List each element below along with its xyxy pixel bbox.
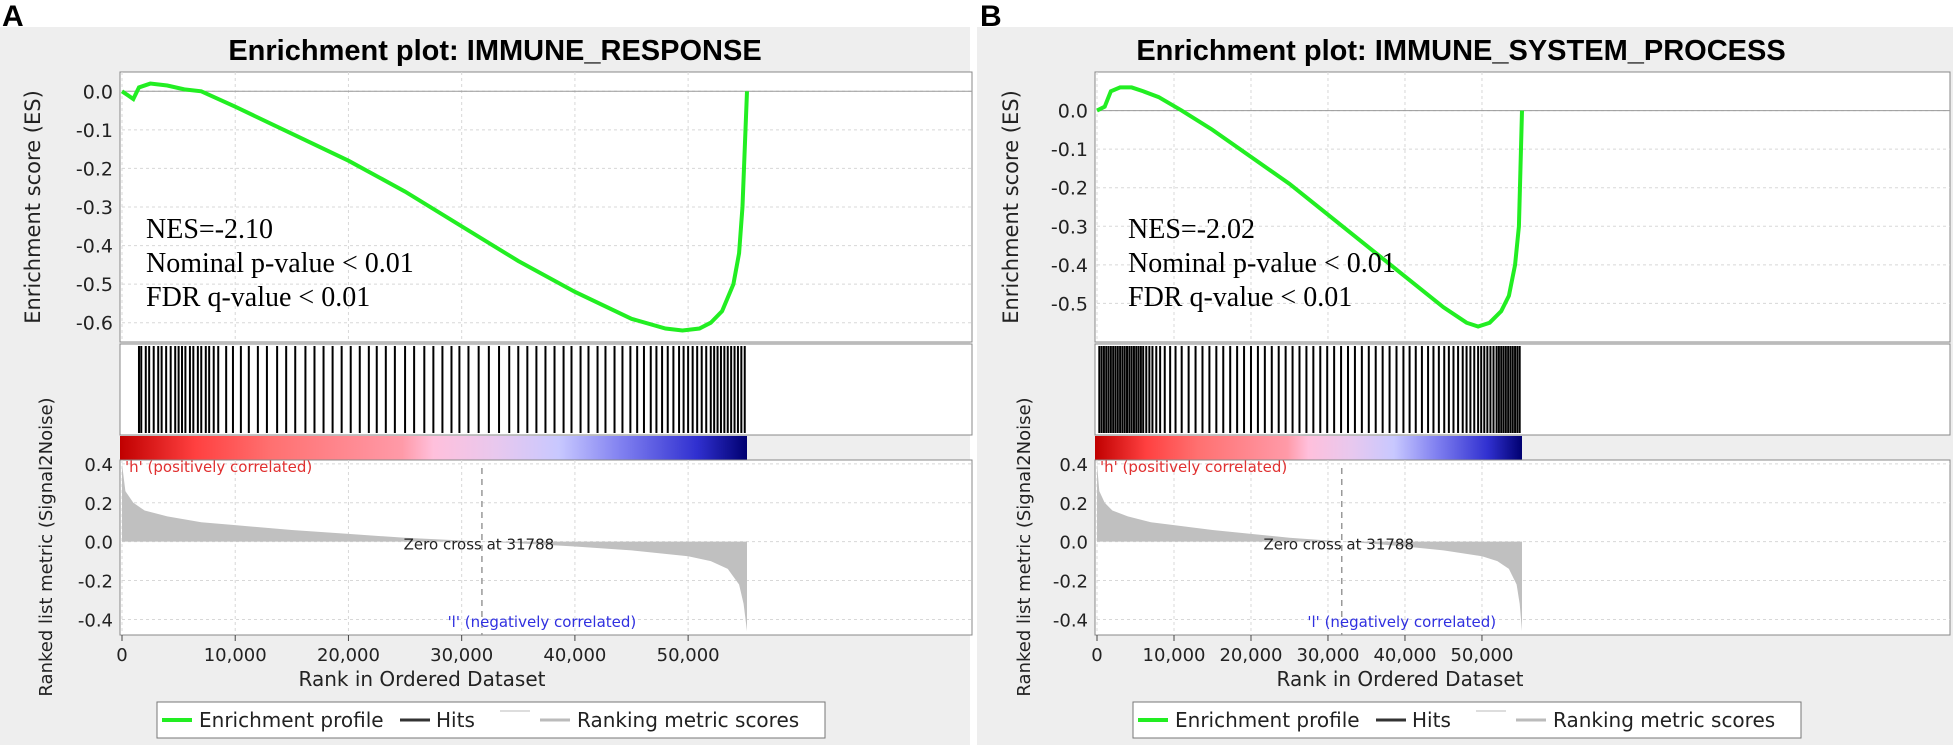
metric-y-axis-label: Ranked list metric (Signal2Noise) [1014, 397, 1035, 696]
metric-plot-area [119, 459, 973, 636]
metric-y-tick-label: -0.2 [1053, 572, 1088, 593]
positively-correlated-label: 'h' (positively correlated) [125, 458, 312, 476]
x-tick-label: 30,000 [430, 645, 493, 666]
ranking-color-bar [120, 436, 747, 460]
positively-correlated-label: 'h' (positively correlated) [1100, 458, 1287, 476]
es-y-tick-label: -0.2 [76, 158, 113, 180]
es-y-ticks: 0.0 -0.1 -0.2 -0.3 -0.4 -0.5 [1051, 101, 1088, 316]
legend-hits: Hits [436, 708, 475, 732]
es-y-tick-label: -0.4 [1051, 255, 1088, 277]
es-y-tick-label: -0.5 [76, 274, 113, 296]
ranking-metric-area [122, 463, 747, 632]
x-tick-label: 40,000 [1373, 645, 1436, 666]
x-tick-label: 20,000 [1219, 645, 1282, 666]
legend-enrichment-profile: Enrichment profile [1175, 708, 1360, 732]
x-tick-label: 40,000 [543, 645, 606, 666]
x-tick-label: 30,000 [1296, 645, 1359, 666]
es-y-tick-label: -0.1 [1051, 139, 1088, 161]
metric-y-tick-label: 0.0 [84, 533, 113, 554]
legend-ranking-metric-scores: Ranking metric scores [1553, 708, 1775, 732]
fdr-q-value: FDR q-value < 0.01 [146, 282, 370, 313]
fdr-q-value: FDR q-value < 0.01 [1128, 282, 1352, 313]
panel-letter: A [2, 0, 24, 33]
chart-title: Enrichment plot: IMMUNE_RESPONSE [228, 35, 761, 67]
es-y-tick-label: 0.0 [83, 81, 113, 103]
metric-y-tick-label: 0.2 [1059, 494, 1088, 515]
metric-y-tick-label: 0.4 [1059, 455, 1088, 476]
enrichment-profile-line [120, 81, 749, 333]
negatively-correlated-label: 'l' (negatively correlated) [448, 613, 637, 631]
nes-value: NES=-2.10 [146, 214, 273, 245]
legend: Enrichment profile Hits Ranking metric s… [156, 701, 826, 739]
legend: Enrichment profile Hits Ranking metric s… [1132, 701, 1802, 739]
x-tick-label: 0 [1091, 645, 1102, 666]
nominal-p-value: Nominal p-value < 0.01 [1128, 248, 1396, 279]
metric-y-tick-label: 0.2 [84, 494, 113, 515]
panel-b: B Enrichment plot: IMMUNE_SYSTEM_PROCESS… [977, 0, 1953, 745]
es-y-tick-label: 0.0 [1058, 101, 1088, 123]
es-y-tick-label: -0.1 [76, 120, 113, 142]
es-gridlines [1096, 72, 1950, 342]
zero-cross-label: Zero cross at 31788 [1263, 536, 1414, 554]
metric-gridlines [1096, 460, 1950, 635]
x-axis-ticks: 0 10,000 20,000 30,000 40,000 50,000 [1091, 635, 1513, 666]
x-tick-label: 50,000 [657, 645, 720, 666]
es-y-tick-label: -0.3 [1051, 216, 1088, 238]
panel-a: A Enrichment plot: IMMUNE_RESPONSE 0.0 -0… [0, 0, 973, 745]
legend-box [1132, 701, 1802, 739]
es-y-tick-label: -0.6 [76, 313, 113, 335]
es-y-axis-label: Enrichment score (ES) [21, 90, 45, 324]
legend-enrichment-profile: Enrichment profile [199, 708, 384, 732]
hits-ticks [1098, 346, 1521, 433]
metric-y-tick-label: 0.0 [1059, 533, 1088, 554]
x-tick-label: 0 [116, 645, 127, 666]
x-axis-ticks: 0 10,000 20,000 30,000 40,000 50,000 [116, 635, 720, 666]
es-y-tick-label: -0.2 [1051, 178, 1088, 200]
panel-letter: B [980, 0, 1002, 33]
metric-y-axis-label: Ranked list metric (Signal2Noise) [36, 397, 57, 696]
nes-value: NES=-2.02 [1128, 214, 1255, 245]
enrichment-profile-line [1096, 85, 1524, 329]
ranking-color-bar [1095, 436, 1522, 460]
negatively-correlated-label: 'l' (negatively correlated) [1307, 613, 1496, 631]
es-y-tick-label: -0.3 [76, 197, 113, 219]
legend-ranking-metric-scores: Ranking metric scores [577, 708, 799, 732]
chart-title: Enrichment plot: IMMUNE_SYSTEM_PROCESS [1136, 35, 1785, 67]
es-y-tick-label: -0.4 [76, 236, 113, 258]
x-tick-label: 50,000 [1450, 645, 1513, 666]
x-tick-label: 20,000 [317, 645, 380, 666]
legend-hits: Hits [1412, 708, 1451, 732]
x-axis-label: Rank in Ordered Dataset [1277, 667, 1524, 691]
legend-box [156, 701, 826, 739]
zero-cross-label: Zero cross at 31788 [404, 536, 555, 554]
metric-y-tick-label: -0.2 [78, 572, 113, 593]
x-tick-label: 10,000 [204, 645, 267, 666]
ranking-metric-area [1097, 463, 1522, 632]
es-y-tick-label: -0.5 [1051, 293, 1088, 315]
metric-y-ticks: 0.4 0.2 0.0 -0.2 -0.4 [78, 455, 113, 632]
x-tick-label: 10,000 [1143, 645, 1206, 666]
es-y-ticks: 0.0 -0.1 -0.2 -0.3 -0.4 -0.5 -0.6 [76, 81, 113, 334]
metric-y-tick-label: 0.4 [84, 455, 113, 476]
hits-ticks [137, 346, 746, 433]
x-axis-label: Rank in Ordered Dataset [299, 667, 546, 691]
es-y-axis-label: Enrichment score (ES) [999, 90, 1023, 324]
metric-y-tick-label: -0.4 [1053, 610, 1088, 631]
nominal-p-value: Nominal p-value < 0.01 [146, 248, 414, 279]
metric-y-ticks: 0.4 0.2 0.0 -0.2 -0.4 [1053, 455, 1088, 632]
metric-gridlines [121, 460, 972, 635]
metric-plot-area [1094, 459, 1951, 636]
metric-y-tick-label: -0.4 [78, 610, 113, 631]
